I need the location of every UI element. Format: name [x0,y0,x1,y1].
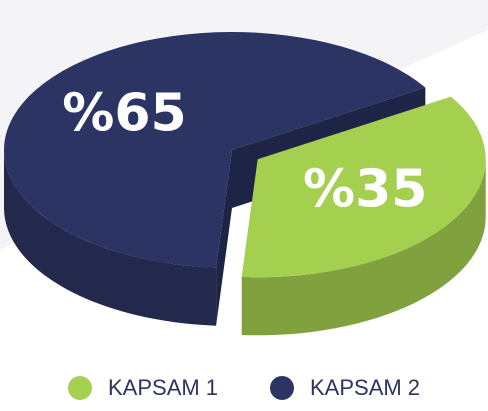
legend-label: KAPSAM 2 [310,375,420,400]
legend-label: KAPSAM 1 [108,375,218,400]
slice-cut-face [216,150,232,326]
slice-side [241,159,486,336]
value-label: %65 [62,84,186,144]
legend-swatch [270,376,294,400]
legend-swatch [68,376,92,400]
value-label: %35 [303,160,427,220]
slice [241,96,486,278]
slice [3,31,426,268]
slice-side [4,150,217,326]
